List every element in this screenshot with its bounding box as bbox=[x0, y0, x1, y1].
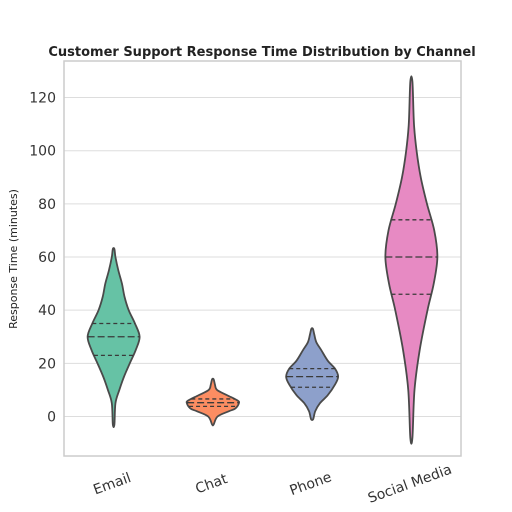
violins bbox=[86, 75, 439, 445]
y-tick-label: 100 bbox=[29, 144, 56, 160]
y-axis-label: Response Time (minutes) bbox=[7, 189, 20, 329]
y-tick-label: 0 bbox=[47, 410, 56, 426]
x-tick-label: Email bbox=[91, 470, 133, 498]
x-tick-label: Chat bbox=[193, 471, 230, 497]
y-tick-label: 80 bbox=[38, 197, 56, 213]
violin-email bbox=[86, 247, 141, 429]
y-tick-labels: 0 20 40 60 80 100 120 bbox=[29, 91, 56, 426]
violin-social-media bbox=[384, 75, 439, 445]
y-tick-label: 20 bbox=[38, 356, 56, 372]
chart-title: Customer Support Response Time Distribut… bbox=[48, 45, 475, 60]
x-tick-label: Social Media bbox=[366, 462, 454, 507]
plot-frame bbox=[63, 60, 462, 457]
violin-phone bbox=[285, 327, 340, 422]
x-tick-labels: Email Chat Phone Social Media bbox=[91, 462, 454, 507]
y-tick-label: 120 bbox=[29, 91, 56, 107]
x-tick-label: Phone bbox=[288, 469, 334, 499]
y-tick-label: 40 bbox=[38, 303, 56, 319]
y-tick-label: 60 bbox=[38, 250, 56, 266]
